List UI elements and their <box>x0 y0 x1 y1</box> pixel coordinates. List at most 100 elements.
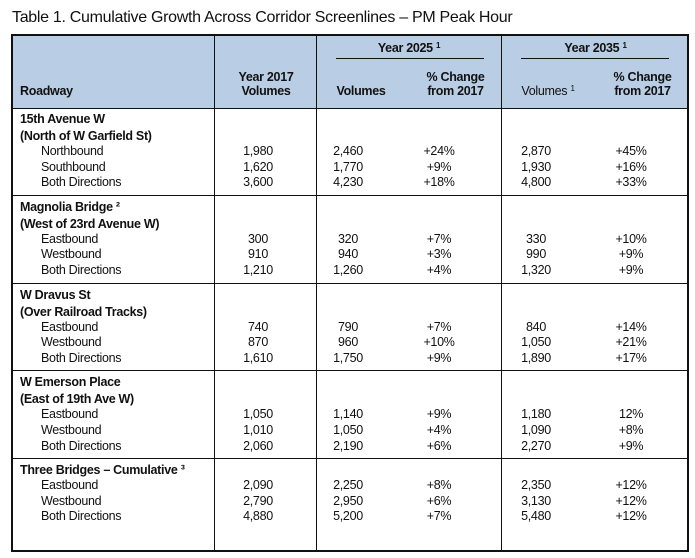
cell-value: +4% <box>426 262 452 277</box>
cell-value: 320 <box>338 231 358 246</box>
cell-value: 1,620 <box>243 159 273 174</box>
table-header: Roadway Year 2017 Volumes Year 2025 1 Yea… <box>13 36 687 109</box>
group-name-line: W Emerson Place <box>20 375 121 390</box>
cell-value: 2,460 <box>333 144 363 158</box>
row-label: Westbound <box>41 335 102 350</box>
group-name: Magnolia Bridge ² (West of 23rd Avenue W) <box>13 196 687 232</box>
table-row: Both Directions 3,600 4,230 +18% 4,800 +33% <box>13 175 687 191</box>
cell-value: +24% <box>423 144 455 158</box>
cell-value: 1,610 <box>243 350 273 365</box>
group-name-line: W Dravus St <box>20 287 91 302</box>
cell-value: 1,180 <box>521 407 551 422</box>
row-group: Three Bridges – Cumulative ³ Eastbound 2,0… <box>13 459 687 529</box>
row-group: W Emerson Place (East of 19th Ave W) Eastb… <box>13 371 687 460</box>
cell-value: 1,930 <box>521 159 551 174</box>
group-name-line: (East of 19th Ave W) <box>20 392 134 407</box>
header-text: from 2017 <box>614 84 671 98</box>
cell-value: +21% <box>615 335 647 350</box>
row-label: Eastbound <box>41 319 99 334</box>
cell-value: +14% <box>615 319 647 334</box>
cell-value: +8% <box>618 422 644 437</box>
cell-value: +16% <box>615 159 647 174</box>
cell-value: +6% <box>426 493 452 508</box>
table-row: Both Directions 4,880 5,200 +7% 5,480 +12% <box>13 509 687 525</box>
table-row: Northbound 1,980 2,460 +24% 2,870 +45% <box>13 144 687 160</box>
table-row: Eastbound 2,090 2,250 +8% 2,350 +12% <box>13 478 687 494</box>
cell-value: 2,870 <box>521 144 551 158</box>
row-label: Both Directions <box>41 438 122 453</box>
cell-value: 2,790 <box>243 493 273 508</box>
group-name: 15th Avenue W (North of W Garfield St) <box>13 108 687 144</box>
cell-value: +3% <box>426 247 452 262</box>
group-name-line: (Over Railroad Tracks) <box>20 304 147 319</box>
cell-value: 1,050 <box>521 335 551 350</box>
cell-value: +4% <box>426 422 452 437</box>
header-2025-volumes: Volumes <box>336 84 386 98</box>
row-label: Eastbound <box>41 407 99 422</box>
cell-value: +7% <box>426 319 452 334</box>
cell-value: 3,130 <box>521 493 551 508</box>
row-group: 15th Avenue W (North of W Garfield St) Nor… <box>13 108 687 196</box>
cell-value: 300 <box>248 231 268 246</box>
footnote-ref: 1 <box>570 84 575 93</box>
cell-value: 870 <box>248 335 268 350</box>
cell-value: 4,230 <box>333 175 363 190</box>
cell-value: 12% <box>618 407 644 422</box>
header-text: from 2017 <box>427 84 484 98</box>
header-text: Volumes <box>241 84 291 98</box>
table-row: Eastbound 740 790 +7% 840 +14% <box>13 320 687 336</box>
cell-value: 1,890 <box>521 350 551 365</box>
table-row: Both Directions 2,060 2,190 +6% 2,270 +9% <box>13 439 687 455</box>
table-row: Eastbound 300 320 +7% 330 +10% <box>13 232 687 248</box>
header-year-2025: Year 2025 1 <box>316 41 502 55</box>
row-label: Eastbound <box>41 231 99 246</box>
cell-value: +12% <box>615 478 647 493</box>
cell-value: +9% <box>618 247 644 262</box>
column-divider <box>316 36 317 550</box>
cell-value: +7% <box>426 231 452 246</box>
cell-value: 1,260 <box>333 262 363 277</box>
group-name-line: (West of 23rd Avenue W) <box>20 216 160 231</box>
header-year-2017: Year 2017 Volumes <box>216 70 316 98</box>
row-label: Eastbound <box>41 478 99 493</box>
header-text: Volumes <box>521 84 568 98</box>
cell-value: 2,270 <box>521 438 551 453</box>
cell-value: 910 <box>248 247 268 262</box>
table-row: Westbound 910 940 +3% 990 +9% <box>13 247 687 263</box>
cell-value: 3,600 <box>243 175 273 190</box>
divider <box>336 58 484 59</box>
cell-value: 790 <box>338 319 358 334</box>
table-row: Westbound 1,010 1,050 +4% 1,090 +8% <box>13 423 687 439</box>
cell-value: +18% <box>423 175 455 190</box>
header-2035-pct: % Change from 2017 <box>595 70 690 98</box>
group-name-line: (North of W Garfield St) <box>20 129 152 143</box>
header-2025-pct: % Change from 2017 <box>408 70 503 98</box>
cell-value: +10% <box>615 231 647 246</box>
screenline-table: Roadway Year 2017 Volumes Year 2025 1 Yea… <box>11 34 689 552</box>
cell-value: 1,140 <box>333 407 363 422</box>
footnote-ref: 1 <box>622 41 627 50</box>
header-2035-volumes: Volumes 1 <box>502 84 594 98</box>
cell-value: 2,090 <box>243 478 273 493</box>
row-label: Both Directions <box>41 262 122 277</box>
table-row: Southbound 1,620 1,770 +9% 1,930 +16% <box>13 160 687 176</box>
cell-value: +33% <box>615 175 647 190</box>
header-text: Year 2035 <box>564 41 620 55</box>
cell-value: 940 <box>338 247 358 262</box>
header-text: % Change <box>613 70 672 84</box>
cell-value: 2,060 <box>243 438 273 453</box>
table-row: Westbound 2,790 2,950 +6% 3,130 +12% <box>13 494 687 510</box>
cell-value: 5,480 <box>521 509 551 524</box>
row-label: Both Directions <box>41 509 122 524</box>
cell-value: +45% <box>615 144 647 158</box>
cell-value: 1,980 <box>243 144 273 158</box>
cell-value: +8% <box>426 478 452 493</box>
cell-value: +10% <box>423 335 455 350</box>
cell-value: +9% <box>618 262 644 277</box>
table-row: Westbound 870 960 +10% 1,050 +21% <box>13 335 687 351</box>
group-name: Three Bridges – Cumulative ³ <box>13 459 687 478</box>
header-roadway: Roadway <box>20 84 73 98</box>
cell-value: 2,250 <box>333 478 363 493</box>
table-row: Eastbound 1,050 1,140 +9% 1,180 12% <box>13 407 687 423</box>
cell-value: 1,210 <box>243 262 273 277</box>
